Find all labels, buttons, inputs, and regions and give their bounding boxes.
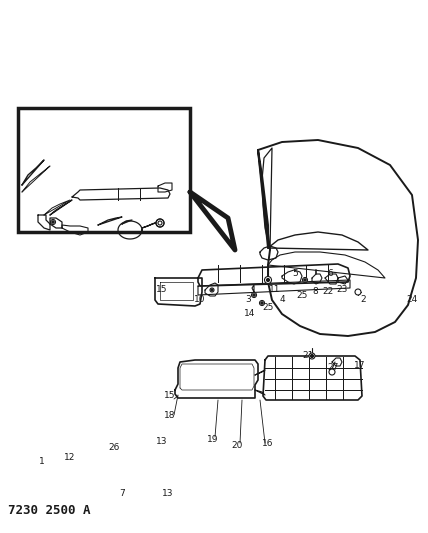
Circle shape xyxy=(265,277,271,284)
Circle shape xyxy=(261,302,263,304)
Text: 23: 23 xyxy=(336,285,348,294)
Circle shape xyxy=(310,354,313,358)
Text: 21: 21 xyxy=(302,351,314,359)
Text: 7: 7 xyxy=(119,489,125,498)
Circle shape xyxy=(259,301,265,305)
Text: 13: 13 xyxy=(156,438,168,447)
Circle shape xyxy=(304,279,306,281)
Circle shape xyxy=(267,279,270,281)
Circle shape xyxy=(253,294,255,296)
Circle shape xyxy=(309,353,315,359)
Text: 3: 3 xyxy=(245,295,251,304)
Circle shape xyxy=(329,369,335,375)
Circle shape xyxy=(355,289,361,295)
Text: 6: 6 xyxy=(327,270,333,279)
Text: 26: 26 xyxy=(108,443,120,453)
Text: 10: 10 xyxy=(194,295,206,303)
Text: 11: 11 xyxy=(269,286,281,295)
Text: 22: 22 xyxy=(322,287,333,295)
Text: 14: 14 xyxy=(244,309,256,318)
Circle shape xyxy=(51,220,56,224)
Circle shape xyxy=(52,221,54,223)
Text: 15: 15 xyxy=(156,285,168,294)
Circle shape xyxy=(211,289,213,291)
Text: 2: 2 xyxy=(360,295,366,304)
Bar xyxy=(18,108,190,232)
Text: 1: 1 xyxy=(39,457,45,466)
Text: 7230 2500 A: 7230 2500 A xyxy=(8,504,90,516)
Text: 24: 24 xyxy=(406,295,418,304)
Text: 12: 12 xyxy=(64,454,76,463)
Text: 25: 25 xyxy=(296,290,308,300)
Text: 17: 17 xyxy=(354,361,366,370)
Circle shape xyxy=(210,288,214,292)
Text: 27: 27 xyxy=(327,362,339,372)
Circle shape xyxy=(156,219,164,227)
Circle shape xyxy=(158,221,162,225)
Text: 4: 4 xyxy=(279,295,285,304)
Text: 13: 13 xyxy=(162,489,174,498)
Text: 15: 15 xyxy=(164,392,176,400)
Circle shape xyxy=(252,293,256,297)
Text: 5: 5 xyxy=(292,270,298,279)
Text: 18: 18 xyxy=(164,410,176,419)
Text: 25: 25 xyxy=(262,303,273,311)
Text: 20: 20 xyxy=(231,440,243,449)
Text: 16: 16 xyxy=(262,439,274,448)
Circle shape xyxy=(303,278,307,282)
Text: 19: 19 xyxy=(207,435,219,445)
Text: 8: 8 xyxy=(312,287,318,295)
